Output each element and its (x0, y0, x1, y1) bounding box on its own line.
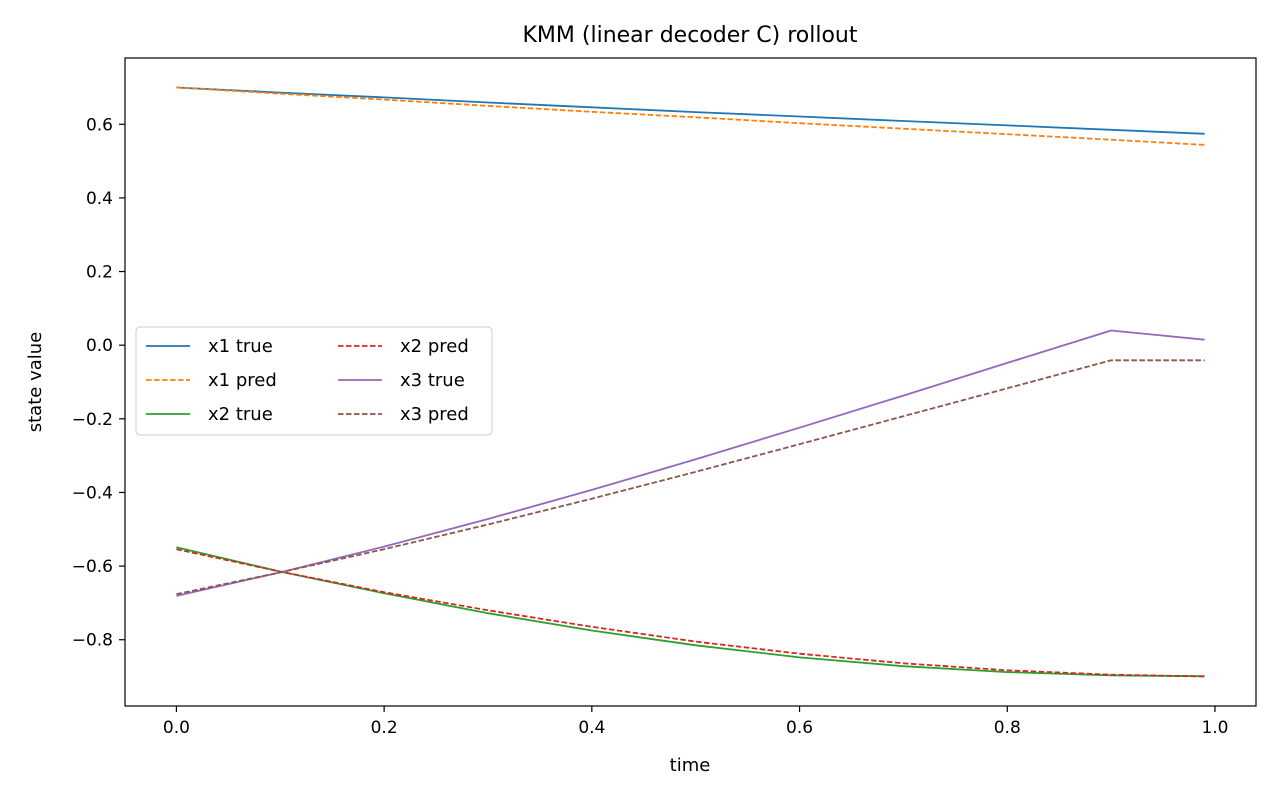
y-tick-label: −0.8 (72, 631, 113, 651)
x-tick-label: 0.2 (371, 718, 398, 738)
x-tick-label: 0.8 (994, 718, 1021, 738)
y-tick-label: 0.6 (86, 115, 113, 135)
y-tick-label: −0.2 (72, 410, 113, 430)
legend-label-x3-true: x3 true (400, 370, 465, 391)
legend: x1 true x1 pred x2 true x2 pred x3 true x3 pr… (135, 326, 493, 436)
series-line-x3-pred (176, 359, 1205, 595)
y-tick-label: 0.0 (86, 336, 113, 356)
series-line-x2-pred (176, 548, 1205, 678)
x-tick-label: 0.4 (578, 718, 605, 738)
legend-label-x3-pred: x3 pred (400, 404, 469, 425)
x-tick-label: 1.0 (1201, 718, 1228, 738)
plot-frame (124, 57, 1257, 707)
x-tick-label: 0.0 (163, 718, 190, 738)
y-tick-label: −0.4 (72, 483, 113, 503)
series-line-x1-pred (176, 86, 1205, 146)
y-tick-label: 0.4 (86, 189, 113, 209)
y-axis-ticks: 0.6 0.4 0.2 0.0 −0.2 −0.4 −0.6 −0.8 (72, 115, 125, 651)
chart-title: KMM (linear decoder C) rollout (523, 23, 858, 48)
series-line-x1-true (176, 86, 1205, 135)
series-line-x3-true (176, 329, 1205, 597)
legend-label-x2-pred: x2 pred (400, 336, 469, 357)
legend-box (135, 326, 493, 436)
legend-label-x2-true: x2 true (208, 404, 273, 425)
y-axis-label: state value (25, 332, 46, 433)
plot-lines (176, 86, 1205, 678)
x-axis-label: time (670, 755, 711, 776)
y-tick-label: −0.6 (72, 557, 113, 577)
y-tick-label: 0.2 (86, 263, 113, 283)
legend-label-x1-pred: x1 pred (208, 370, 277, 391)
x-axis-ticks: 0.0 0.2 0.4 0.6 0.8 1.0 (163, 706, 1229, 738)
legend-label-x1-true: x1 true (208, 336, 273, 357)
x-tick-label: 0.6 (786, 718, 813, 738)
